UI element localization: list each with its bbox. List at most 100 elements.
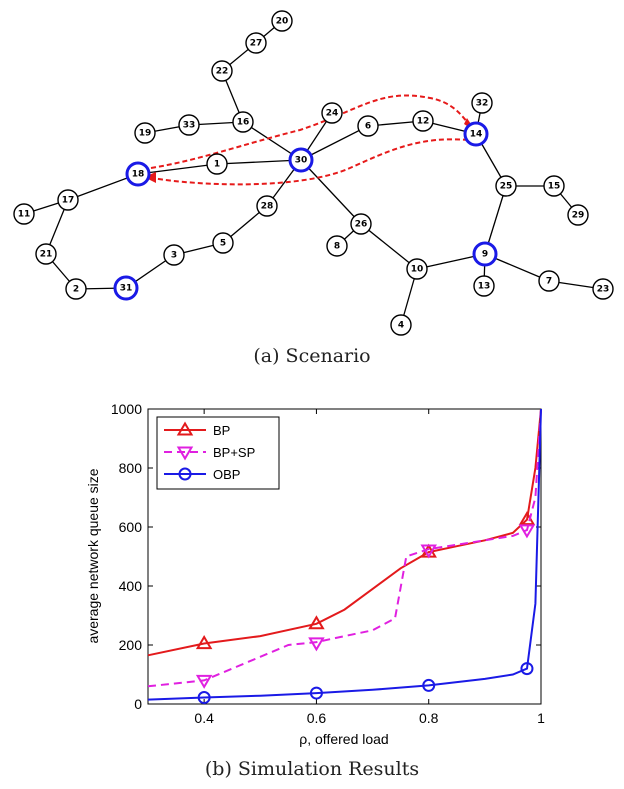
node-label-2: 2 — [73, 285, 79, 295]
node-18: 18 — [125, 161, 151, 187]
series-obp — [147, 408, 542, 705]
node-label-8: 8 — [334, 242, 340, 252]
data-point-bp — [308, 615, 325, 630]
node-circle-9 — [472, 241, 498, 267]
node-label-14: 14 — [470, 130, 483, 140]
node-25: 25 — [495, 175, 517, 197]
node-label-1: 1 — [214, 160, 220, 170]
data-point-obp — [309, 686, 323, 700]
node-21: 21 — [35, 243, 57, 265]
y-axis-ticks: 0 200 400 600 800 1000 — [111, 401, 541, 712]
node-14: 14 — [463, 121, 489, 147]
node-label-24: 24 — [326, 109, 339, 119]
legend-marker-bp — [176, 421, 194, 436]
legend-item-bp-sp: BP+SP — [164, 445, 255, 461]
node-circle-22 — [211, 60, 233, 82]
node-11: 11 — [13, 203, 35, 225]
x-tick-label: 0.6 — [307, 710, 327, 726]
queue-size-chart: 0 200 400 600 800 1000 0.4 0.6 0.8 1 average net… — [85, 401, 545, 747]
legend-label-obp: OBP — [213, 467, 240, 482]
legend-item-obp: OBP — [164, 467, 240, 482]
route-path-14-to-18 — [151, 138, 469, 186]
node-33: 33 — [178, 114, 200, 136]
y-tick-label: 600 — [119, 519, 143, 535]
node-circle-24 — [321, 102, 343, 124]
data-point-obp — [197, 691, 211, 705]
data-point-bp-sp — [518, 524, 536, 539]
y-tick-label: 200 — [119, 637, 143, 653]
node-circle-12 — [412, 110, 434, 132]
node-circle-7 — [538, 270, 560, 292]
node-circle-17 — [57, 189, 79, 211]
node-circle-32 — [471, 92, 493, 114]
y-tick-label: 0 — [134, 696, 142, 712]
node-31: 31 — [113, 275, 139, 301]
node-label-25: 25 — [500, 182, 513, 192]
node-circle-15 — [543, 175, 565, 197]
edge-6-30 — [300, 125, 369, 161]
series-line-bp-sp — [147, 408, 542, 688]
node-circle-23 — [592, 278, 614, 300]
node-1: 1 — [206, 153, 228, 175]
node-circle-16 — [232, 111, 254, 133]
node-label-15: 15 — [548, 182, 561, 192]
node-9: 9 — [472, 241, 498, 267]
node-23: 23 — [592, 278, 614, 300]
node-29: 29 — [567, 204, 589, 226]
caption-simulation-results: (b) Simulation Results — [204, 758, 420, 780]
node-label-4: 4 — [398, 321, 404, 331]
node-10: 10 — [406, 258, 428, 280]
node-circle-30 — [288, 147, 314, 173]
legend-marker-obp — [178, 467, 192, 481]
node-circle-4 — [390, 314, 412, 336]
node-30: 30 — [288, 147, 314, 173]
node-13: 13 — [473, 275, 495, 297]
node-label-31: 31 — [120, 284, 133, 294]
node-32: 32 — [471, 92, 493, 114]
data-point-bp-sp — [420, 544, 437, 559]
data-point-bp-sp — [195, 674, 213, 689]
node-4: 4 — [390, 314, 412, 336]
node-circle-8 — [326, 235, 348, 257]
node-label-16: 16 — [237, 118, 250, 128]
node-circle-18 — [125, 161, 151, 187]
node-circle-26 — [350, 213, 372, 235]
node-24: 24 — [321, 102, 343, 124]
edge-26-30 — [300, 159, 362, 225]
node-circle-14 — [463, 121, 489, 147]
data-point-obp — [520, 662, 534, 676]
x-tick-label: 0.8 — [419, 710, 439, 726]
series-line-bp — [147, 408, 542, 657]
node-circle-19 — [134, 122, 156, 144]
node-label-26: 26 — [355, 220, 368, 230]
legend-item-bp: BP — [164, 421, 230, 438]
caption-scenario: (a) Scenario — [253, 345, 371, 367]
node-label-9: 9 — [482, 250, 488, 260]
node-circle-10 — [406, 258, 428, 280]
data-point-bp-sp — [308, 637, 325, 652]
node-circle-29 — [567, 204, 589, 226]
node-label-5: 5 — [220, 239, 226, 249]
node-label-10: 10 — [411, 265, 424, 275]
node-circle-13 — [473, 275, 495, 297]
node-3: 3 — [163, 244, 185, 266]
node-8: 8 — [326, 235, 348, 257]
node-label-30: 30 — [295, 156, 308, 166]
node-label-12: 12 — [417, 117, 430, 127]
node-20: 20 — [271, 10, 293, 32]
route-path-18-to-14 — [150, 94, 471, 169]
chart-series — [147, 408, 542, 705]
node-label-33: 33 — [183, 121, 196, 131]
node-6: 6 — [357, 115, 379, 137]
node-12: 12 — [412, 110, 434, 132]
node-circle-33 — [178, 114, 200, 136]
node-circle-25 — [495, 175, 517, 197]
node-circle-6 — [357, 115, 379, 137]
network-edges — [23, 20, 604, 326]
edge-1-18 — [137, 163, 218, 175]
node-label-21: 21 — [40, 250, 53, 260]
series-bp-sp — [147, 408, 542, 689]
routing-paths — [144, 94, 476, 186]
